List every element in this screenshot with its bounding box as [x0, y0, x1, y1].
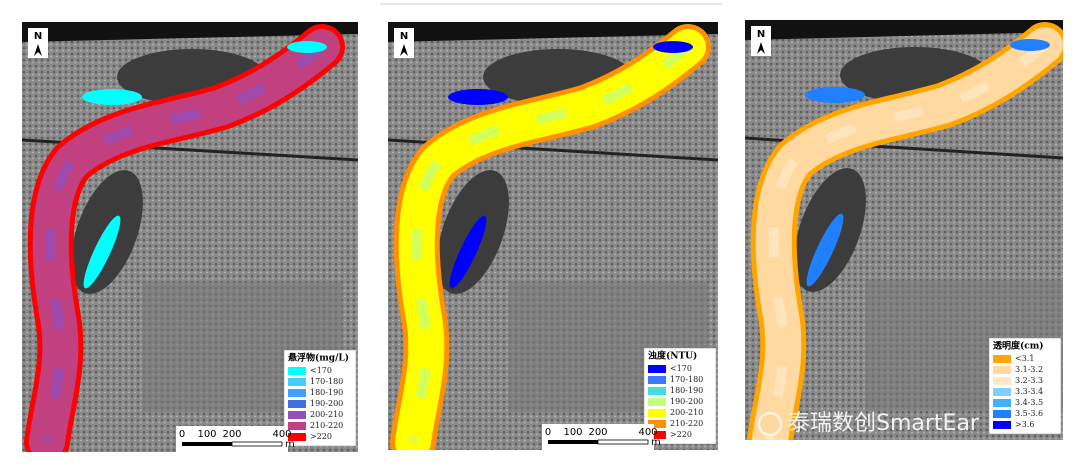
legend-swatch [648, 398, 666, 406]
legend-label: 3.1-3.2 [1015, 365, 1043, 374]
north-arrow [34, 44, 42, 56]
legend-label: 3.3-3.4 [1015, 387, 1043, 396]
scale-label: 100 [197, 429, 216, 440]
legend-label: 200-210 [670, 408, 703, 417]
legend-label: 170-180 [670, 375, 703, 384]
legend-swatch [993, 421, 1011, 429]
legend-swatch [648, 376, 666, 384]
patch [806, 213, 844, 287]
map-body [22, 22, 358, 452]
north-arrow [757, 42, 765, 54]
legend-swatch [288, 422, 306, 430]
patch [805, 87, 865, 103]
patch [1010, 39, 1050, 51]
scale-label: 200 [222, 429, 241, 440]
north-label: N [757, 29, 765, 40]
legend-label: 180-190 [310, 388, 343, 397]
patch [83, 215, 121, 289]
legend-swatch [288, 367, 306, 375]
map-panel: N 透明度(cm) <3.1 3.1-3.2 3.2-3.3 3.3-3.4 3.4-3.5… [745, 20, 1063, 440]
scale-box [176, 426, 288, 452]
legend-label: 3.4-3.5 [1015, 398, 1043, 407]
legend-swatch [288, 433, 306, 441]
legend: 浊度(NTU) <170 170-180 180-190 190-200 200-210 2… [643, 347, 717, 445]
legend-title: 浊度(NTU) [648, 350, 697, 362]
legend-label: 180-190 [670, 386, 703, 395]
scale-label: 0 [179, 429, 185, 440]
legend-swatch [993, 377, 1011, 385]
scale-label: 200 [588, 427, 607, 438]
dark-corner [745, 20, 1063, 40]
north-label: N [34, 31, 42, 42]
legend-swatch [993, 410, 1011, 418]
patch [287, 41, 327, 53]
north-box [751, 26, 771, 56]
north-box [28, 28, 48, 58]
legend-label: 210-220 [670, 419, 703, 428]
legend-swatch [648, 365, 666, 373]
map-panel: N 悬浮物(mg/L) <170 170-180 180-190 190-200 200-2… [22, 22, 358, 452]
legend-label: 190-200 [310, 399, 343, 408]
legend-label: >220 [670, 430, 692, 439]
legend-label: 3.2-3.3 [1015, 376, 1043, 385]
scale-box [542, 424, 654, 450]
legend-label: <3.1 [1015, 354, 1034, 363]
legend: 悬浮物(mg/L) <170 170-180 180-190 190-200 200-21… [283, 349, 357, 447]
river-core [42, 43, 326, 443]
patch [82, 89, 142, 105]
scale-seg [597, 439, 649, 445]
scale-label: 100 [563, 427, 582, 438]
patch [653, 41, 693, 53]
scale-unit: m [285, 439, 295, 450]
legend-swatch [993, 366, 1011, 374]
scale-unit: m [651, 437, 661, 448]
legend-title: 悬浮物(mg/L) [287, 352, 349, 364]
legend-label: <170 [310, 366, 332, 375]
legend-label: 210-220 [310, 421, 343, 430]
legend-swatch [648, 420, 666, 428]
legend-swatch [288, 378, 306, 386]
dark-corner [22, 22, 358, 42]
scale-label: 400 [638, 427, 657, 438]
legend-label: >3.6 [1015, 420, 1034, 429]
scale-label: 400 [272, 429, 291, 440]
north-box [394, 28, 414, 58]
legend-swatch [648, 409, 666, 417]
legend-swatch [288, 389, 306, 397]
dark-corner [388, 22, 718, 42]
watermark: 泰瑞数创SmartEar [758, 411, 980, 436]
river-core [765, 41, 1049, 440]
legend-label: <170 [670, 364, 692, 373]
legend-label: 190-200 [670, 397, 703, 406]
legend-swatch [288, 411, 306, 419]
legend-swatch [648, 431, 666, 439]
legend-label: 170-180 [310, 377, 343, 386]
scale-label: 0 [545, 427, 551, 438]
scale-seg [182, 442, 232, 446]
scale-seg [231, 441, 283, 447]
legend-label: >220 [310, 432, 332, 441]
legend-title: 透明度(cm) [993, 340, 1044, 352]
legend: 透明度(cm) <3.1 3.1-3.2 3.2-3.3 3.3-3.4 3.4-3.5 3… [988, 337, 1062, 435]
legend-swatch [288, 400, 306, 408]
legend-swatch [993, 355, 1011, 363]
north-arrow [400, 44, 408, 56]
legend-label: 200-210 [310, 410, 343, 419]
watermark-icon [758, 412, 782, 436]
scale-seg [548, 440, 598, 444]
north-label: N [400, 31, 408, 42]
river-core [408, 43, 692, 443]
map-panel: N 浊度(NTU) <170 170-180 180-190 190-200 200-210… [388, 22, 718, 450]
patch [449, 215, 487, 289]
patch [448, 89, 508, 105]
legend-swatch [993, 399, 1011, 407]
legend-label: 3.5-3.6 [1015, 409, 1043, 418]
watermark-text: 泰瑞数创SmartEar [788, 411, 980, 436]
legend-swatch [648, 387, 666, 395]
legend-swatch [993, 388, 1011, 396]
